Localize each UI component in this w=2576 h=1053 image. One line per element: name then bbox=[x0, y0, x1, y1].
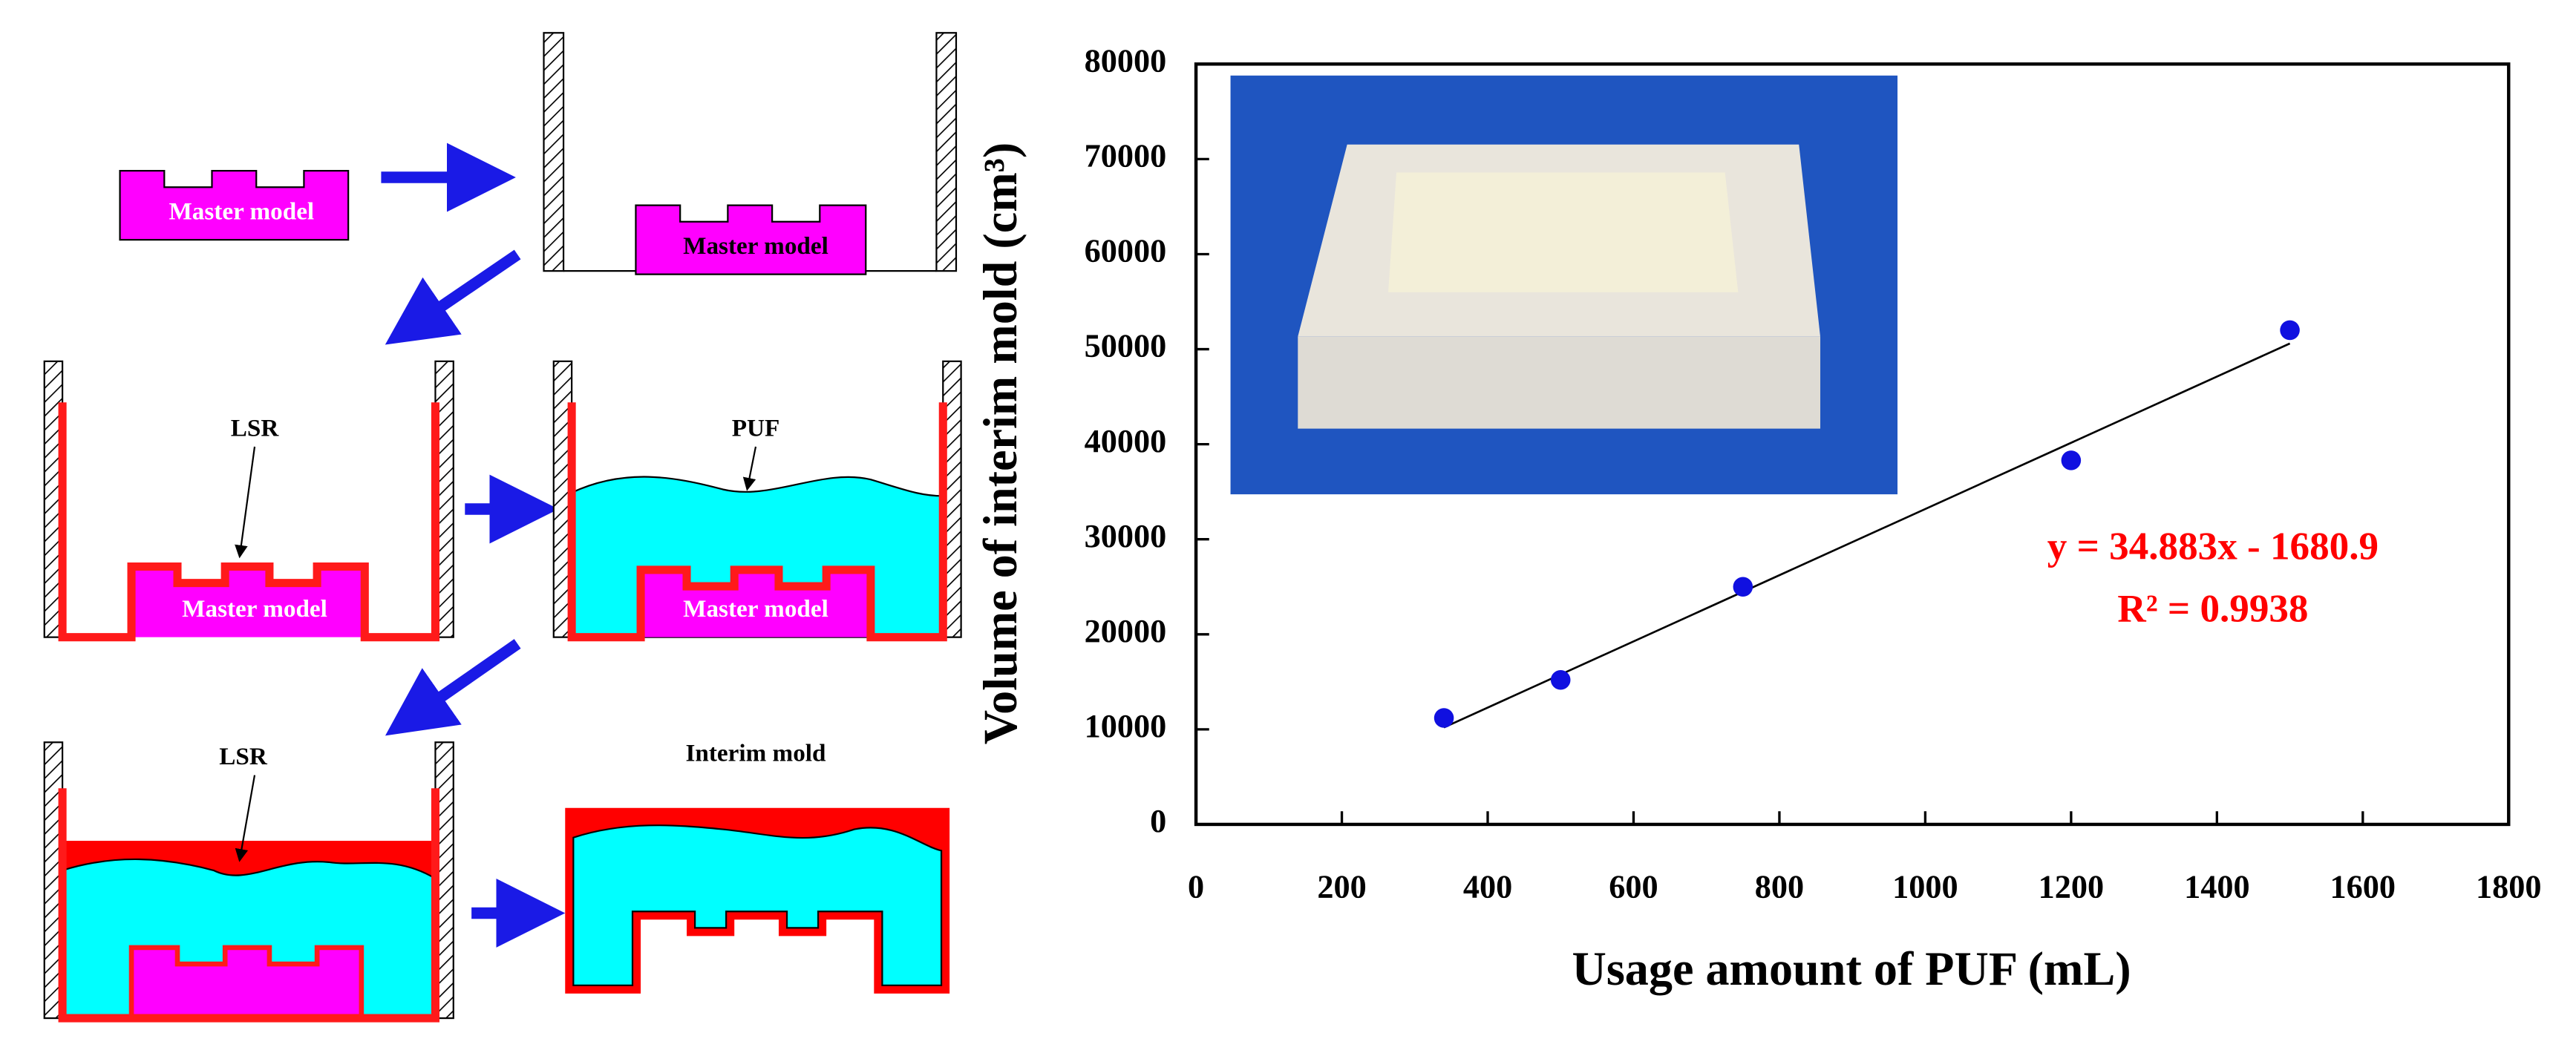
label: LSR bbox=[219, 743, 268, 770]
arrow bbox=[385, 249, 521, 345]
x-tick-label: 600 bbox=[1609, 869, 1658, 905]
point bbox=[1550, 669, 1571, 690]
y-tick-label: 0 bbox=[1150, 803, 1166, 839]
master-model bbox=[128, 945, 365, 1021]
lsr-layer bbox=[58, 788, 439, 1023]
y-axis-title: Volume of interim mold (cm³) bbox=[974, 142, 1027, 745]
label: PUF bbox=[732, 414, 780, 442]
equation: y = 34.883x - 1680.9 bbox=[2047, 525, 2379, 568]
photo bbox=[1230, 75, 1898, 495]
pointer bbox=[235, 446, 256, 559]
pointer bbox=[235, 775, 256, 862]
puf-core bbox=[572, 824, 943, 986]
label: LSR bbox=[231, 414, 280, 442]
y-tick-label: 80000 bbox=[1085, 42, 1167, 79]
label: Master model bbox=[683, 595, 828, 623]
trendline bbox=[1443, 342, 2291, 729]
x-tick-label: 200 bbox=[1317, 869, 1366, 905]
pointer bbox=[742, 446, 757, 491]
box-side bbox=[1298, 336, 1821, 429]
y-tick-label: 10000 bbox=[1085, 708, 1167, 744]
wall bbox=[543, 32, 565, 272]
y-tick-label: 60000 bbox=[1085, 233, 1167, 269]
y-tick-label: 70000 bbox=[1085, 138, 1167, 174]
x-tick-label: 800 bbox=[1755, 869, 1804, 905]
chart: y = 34.883x - 1680.9 R² = 0.9938 Usage a… bbox=[974, 42, 2541, 995]
x-tick-label: 1800 bbox=[2476, 869, 2542, 905]
y-tick-label: 30000 bbox=[1085, 518, 1167, 554]
master-model bbox=[635, 204, 867, 275]
point bbox=[2061, 450, 2082, 470]
point bbox=[2280, 320, 2300, 341]
x-tick-label: 400 bbox=[1463, 869, 1512, 905]
label: Master model bbox=[683, 232, 828, 260]
y-tick-label: 50000 bbox=[1085, 328, 1167, 364]
x-tick-label: 1600 bbox=[2330, 869, 2396, 905]
box-cavity bbox=[1387, 172, 1739, 292]
label: Interim mold bbox=[686, 740, 827, 767]
point bbox=[1733, 577, 1753, 597]
wall bbox=[935, 32, 958, 272]
master-model bbox=[119, 170, 350, 241]
x-tick-label: 1200 bbox=[2039, 869, 2105, 905]
process-diagram: Master model Master model LSR Master mod… bbox=[43, 32, 962, 1023]
label: Master model bbox=[169, 197, 314, 225]
x-tick-label: 0 bbox=[1188, 869, 1204, 905]
x-tick-label: 1000 bbox=[1892, 869, 1958, 905]
lsr-layer bbox=[58, 402, 439, 642]
x-tick-label: 1400 bbox=[2184, 869, 2249, 905]
label: Master model bbox=[182, 595, 327, 623]
arrow bbox=[385, 639, 521, 736]
y-tick-label: 20000 bbox=[1085, 613, 1167, 649]
lsr-layer bbox=[567, 402, 947, 642]
point bbox=[1434, 708, 1454, 728]
r-squared: R² = 0.9938 bbox=[2117, 588, 2308, 631]
y-tick-label: 40000 bbox=[1085, 423, 1167, 459]
x-axis-title: Usage amount of PUF (mL) bbox=[1572, 942, 2131, 995]
